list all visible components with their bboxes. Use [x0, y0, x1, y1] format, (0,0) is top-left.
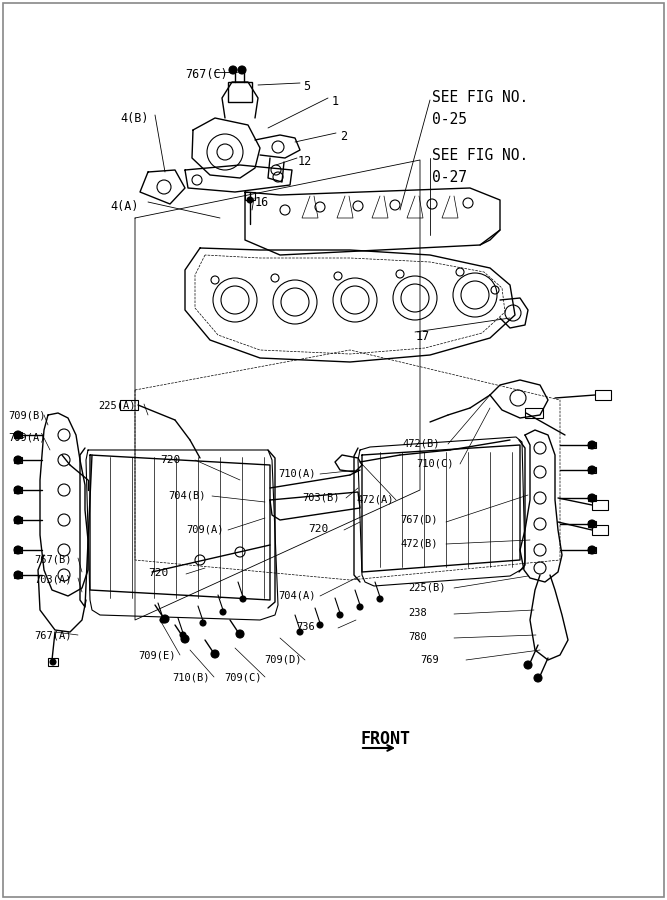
Circle shape: [247, 197, 253, 203]
Text: SEE FIG NO.: SEE FIG NO.: [432, 90, 528, 105]
Circle shape: [14, 456, 22, 464]
Text: SEE FIG NO.: SEE FIG NO.: [432, 148, 528, 163]
Bar: [588, 442, 596, 448]
Text: 704(B): 704(B): [168, 490, 205, 500]
Text: 720: 720: [308, 524, 328, 534]
Text: 472(B): 472(B): [402, 438, 440, 448]
Circle shape: [357, 604, 363, 610]
Bar: [245, 192, 255, 200]
Circle shape: [229, 66, 237, 74]
Circle shape: [181, 635, 189, 643]
Text: 720: 720: [160, 455, 180, 465]
Bar: [588, 547, 596, 553]
Circle shape: [297, 629, 303, 635]
Bar: [120, 400, 138, 410]
Text: 710(C): 710(C): [416, 458, 454, 468]
Text: 12: 12: [298, 155, 312, 168]
Bar: [592, 525, 608, 535]
Text: 709(E): 709(E): [138, 650, 175, 660]
Circle shape: [240, 596, 246, 602]
Text: 1: 1: [332, 95, 339, 108]
Bar: [14, 487, 22, 493]
Circle shape: [238, 66, 246, 74]
Bar: [14, 517, 22, 523]
Text: 709(A): 709(A): [186, 525, 223, 535]
Bar: [14, 547, 22, 553]
Text: 767(A): 767(A): [34, 630, 71, 640]
Circle shape: [588, 546, 596, 554]
Bar: [588, 467, 596, 473]
Text: 769: 769: [420, 655, 439, 665]
Text: 767(C): 767(C): [185, 68, 227, 81]
Text: 0-27: 0-27: [432, 170, 467, 185]
Text: 736: 736: [296, 622, 315, 632]
Circle shape: [211, 650, 219, 658]
Text: 2: 2: [340, 130, 347, 143]
Circle shape: [588, 520, 596, 528]
Bar: [588, 495, 596, 501]
Text: 720: 720: [148, 568, 168, 578]
Circle shape: [588, 466, 596, 474]
Circle shape: [14, 516, 22, 524]
Text: 710(B): 710(B): [172, 672, 209, 682]
Circle shape: [236, 630, 244, 638]
Bar: [228, 82, 252, 102]
Circle shape: [14, 486, 22, 494]
Text: 704(A): 704(A): [278, 590, 315, 600]
Circle shape: [534, 674, 542, 682]
Text: 238: 238: [408, 608, 427, 618]
Circle shape: [317, 622, 323, 628]
Bar: [14, 457, 22, 463]
Circle shape: [337, 612, 343, 618]
Circle shape: [14, 546, 22, 554]
Text: 703(A): 703(A): [34, 574, 71, 584]
Circle shape: [50, 659, 56, 665]
Circle shape: [161, 615, 169, 623]
Text: 780: 780: [408, 632, 427, 642]
Circle shape: [588, 441, 596, 449]
Bar: [48, 658, 58, 666]
Circle shape: [14, 571, 22, 579]
Text: 472(A): 472(A): [356, 494, 394, 504]
Text: 4(A): 4(A): [110, 200, 139, 213]
Text: FRONT: FRONT: [360, 730, 410, 748]
Bar: [525, 408, 543, 418]
Text: 472(B): 472(B): [400, 538, 438, 548]
Text: 767(D): 767(D): [400, 515, 438, 525]
Bar: [14, 432, 22, 438]
Bar: [14, 572, 22, 578]
Circle shape: [220, 609, 226, 615]
Text: 225(B): 225(B): [408, 582, 446, 592]
Text: 4(B): 4(B): [120, 112, 149, 125]
Text: 5: 5: [303, 80, 310, 93]
Bar: [595, 390, 611, 400]
Text: 709(B): 709(B): [8, 410, 45, 420]
Circle shape: [14, 431, 22, 439]
Circle shape: [524, 661, 532, 669]
Circle shape: [180, 632, 186, 638]
Text: 767(B): 767(B): [34, 554, 71, 564]
Circle shape: [377, 596, 383, 602]
Text: 710(A): 710(A): [278, 468, 315, 478]
Circle shape: [160, 617, 166, 623]
Text: 709(A): 709(A): [8, 432, 45, 442]
Bar: [592, 500, 608, 510]
Text: 225(A): 225(A): [98, 400, 135, 410]
Circle shape: [588, 494, 596, 502]
Text: 709(D): 709(D): [264, 655, 301, 665]
Bar: [588, 521, 596, 527]
Text: 703(B): 703(B): [302, 492, 340, 502]
Circle shape: [200, 620, 206, 626]
Text: 16: 16: [255, 196, 269, 209]
Text: 709(C): 709(C): [224, 672, 261, 682]
Text: 0-25: 0-25: [432, 112, 467, 127]
Text: 17: 17: [416, 330, 430, 343]
